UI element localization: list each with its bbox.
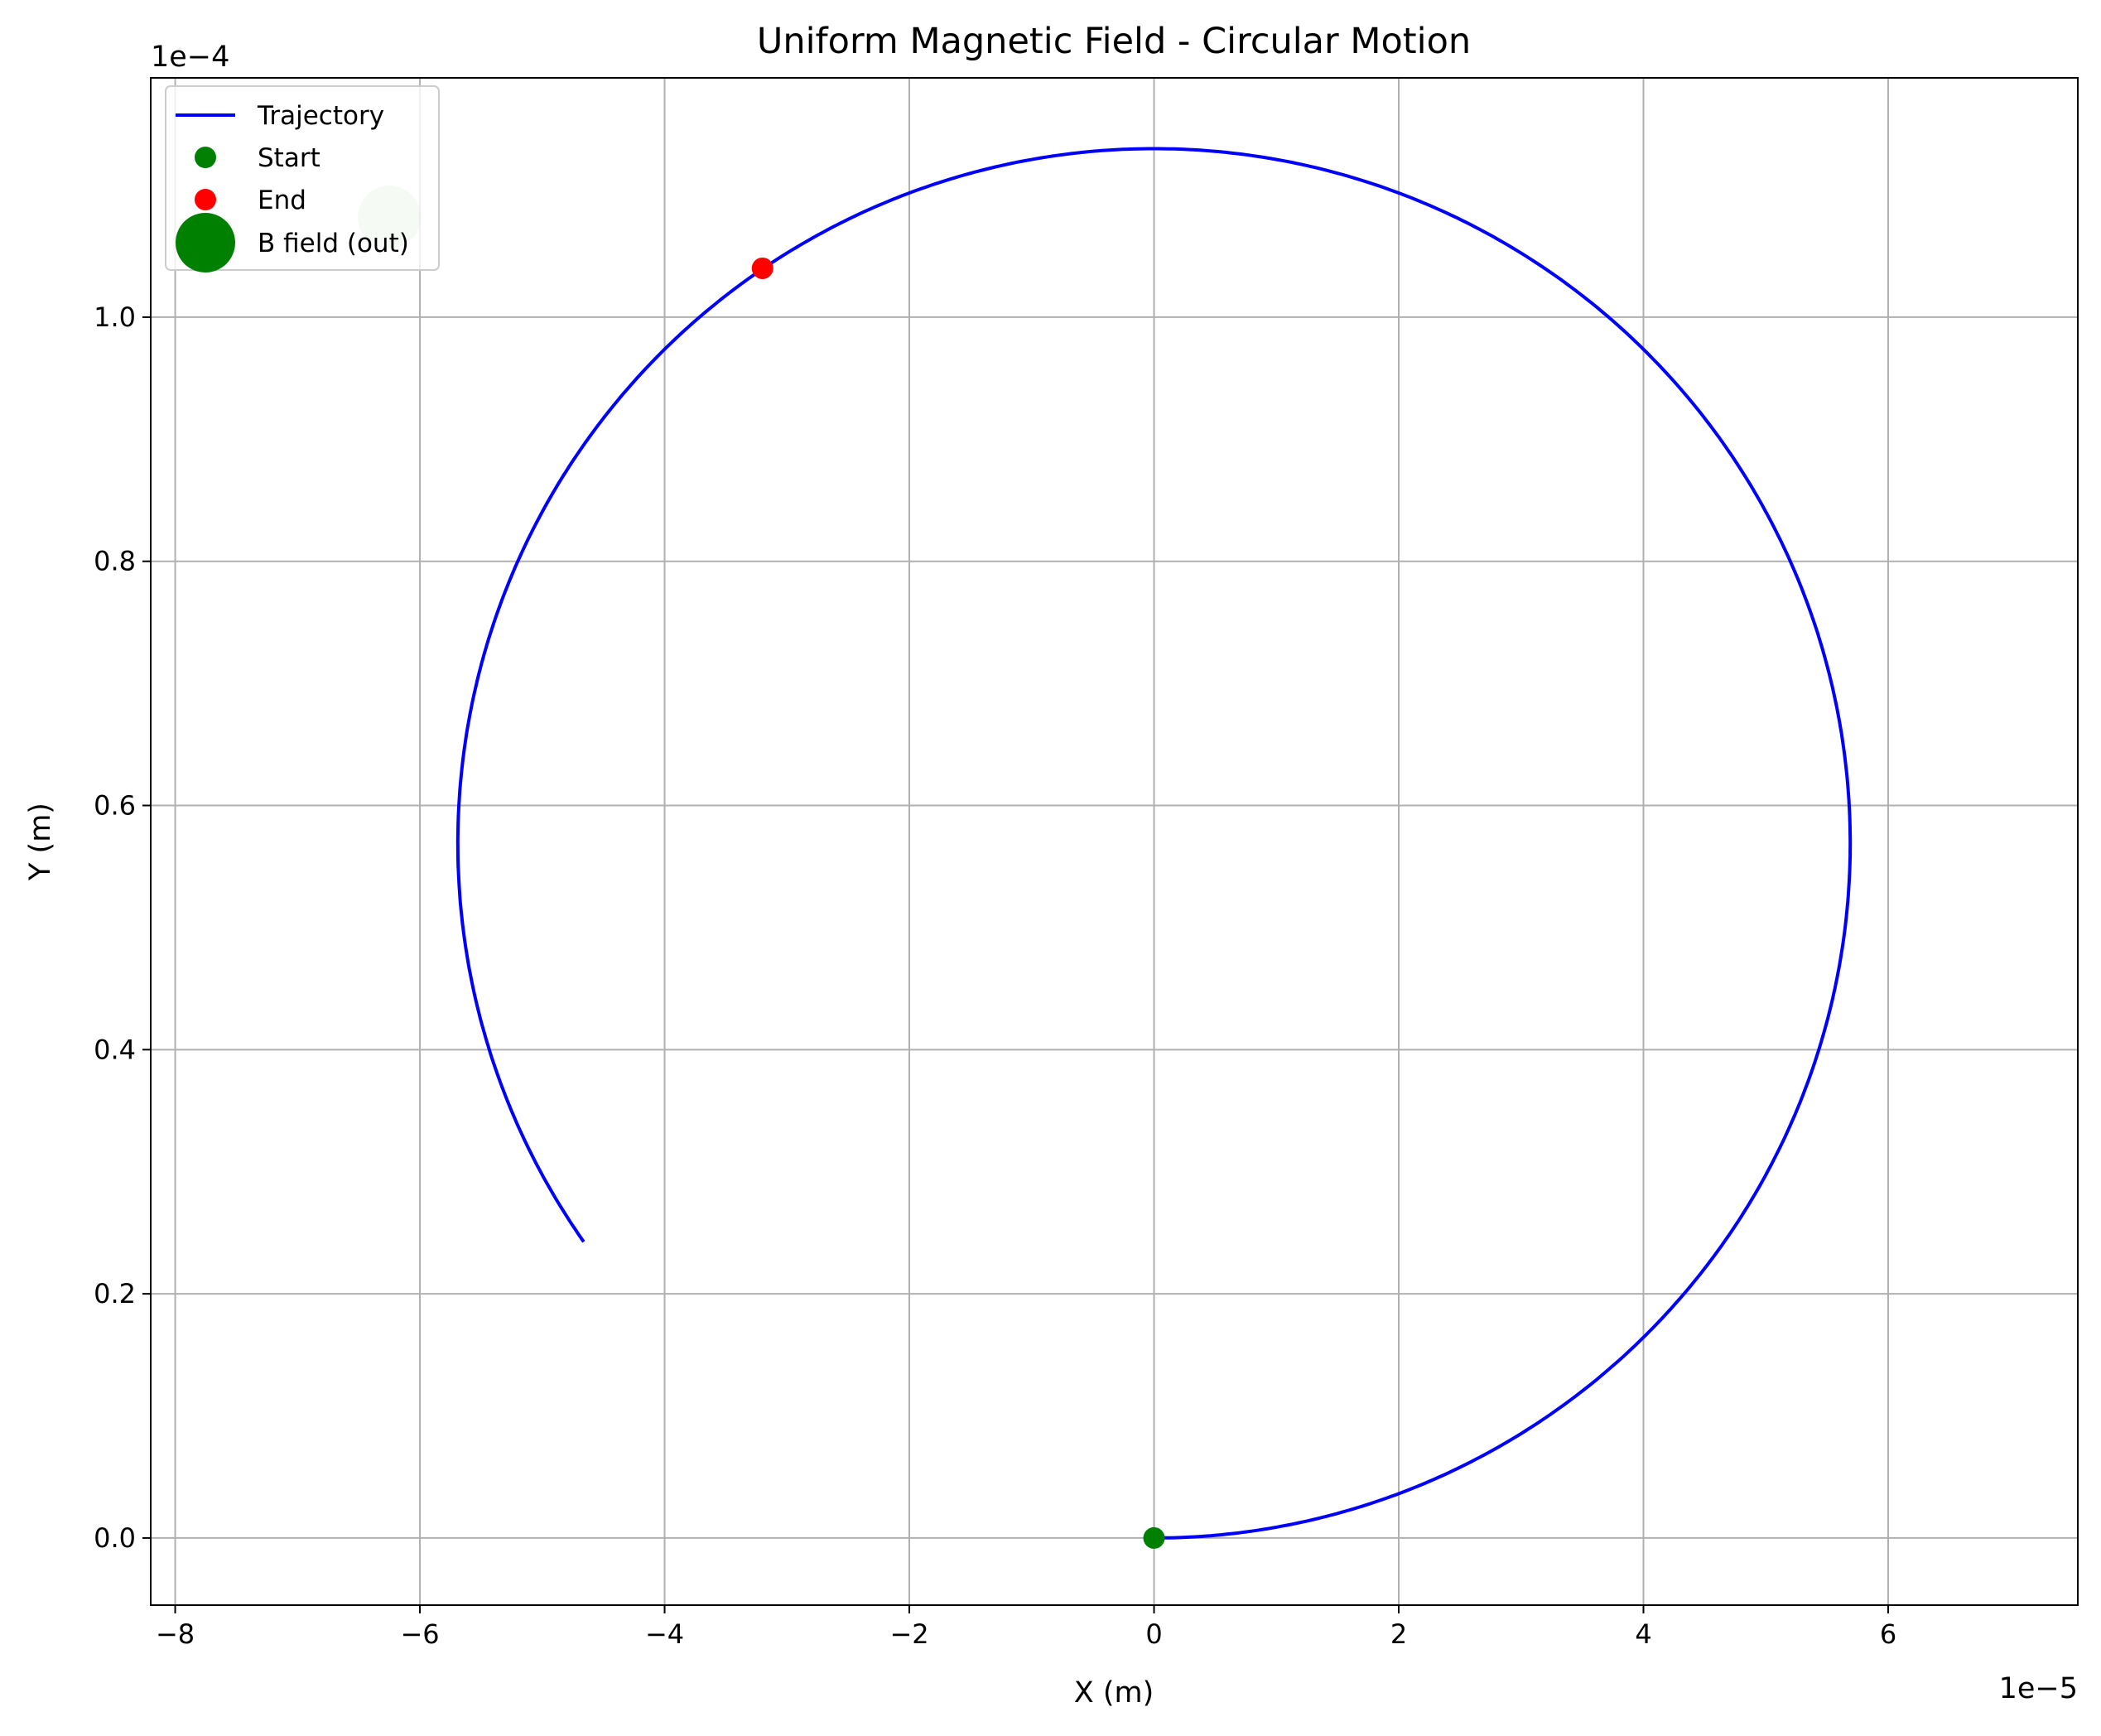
y-tick-label: 1.0 — [94, 301, 136, 333]
x-offset-label: 1e−5 — [1999, 1672, 2078, 1705]
axes-frame — [150, 77, 2079, 1606]
x-tick-label: −2 — [889, 1618, 928, 1650]
x-tick-label: −6 — [400, 1618, 439, 1650]
y-tick-label: 0.6 — [94, 790, 136, 822]
x-tick-label: −8 — [156, 1618, 195, 1650]
legend-swatch-marker — [195, 147, 216, 168]
x-tick-label: 0 — [1145, 1618, 1162, 1650]
x-tick-label: 6 — [1880, 1618, 1896, 1650]
end-marker — [751, 257, 773, 279]
x-tick-label: 2 — [1390, 1618, 1407, 1650]
y-tick-label: 0.2 — [94, 1278, 136, 1309]
legend-label: Trajectory — [257, 101, 384, 131]
legend-label: Start — [258, 143, 320, 173]
y-tick-label: 0.8 — [94, 546, 136, 577]
start-marker — [1143, 1526, 1165, 1549]
y-axis-label: Y (m) — [24, 803, 57, 881]
plot-area — [358, 147, 1853, 1549]
trajectory-line — [455, 147, 1853, 1540]
chart-title: Uniform Magnetic Field - Circular Motion — [757, 21, 1471, 62]
y-tick-label: 0.0 — [94, 1522, 136, 1554]
legend-swatch-marker — [176, 213, 235, 272]
legend-swatch-marker — [195, 189, 216, 210]
y-offset-label: 1e−4 — [151, 41, 229, 74]
legend-label: B field (out) — [258, 229, 409, 258]
x-tick-label: 4 — [1635, 1618, 1651, 1650]
x-axis-label: X (m) — [1074, 1676, 1154, 1709]
x-tick-label: −4 — [645, 1618, 684, 1650]
x-axis-ticks: −8 −6 −4 −2 0 2 4 6 — [156, 1605, 1896, 1650]
grid — [151, 78, 2078, 1605]
y-axis-ticks: 0.0 0.2 0.4 0.6 0.8 1.0 — [94, 301, 151, 1554]
y-tick-label: 0.4 — [94, 1034, 136, 1065]
legend: Trajectory Start End B field (out) — [165, 85, 440, 272]
legend-box — [165, 85, 440, 271]
legend-label: End — [258, 186, 306, 215]
